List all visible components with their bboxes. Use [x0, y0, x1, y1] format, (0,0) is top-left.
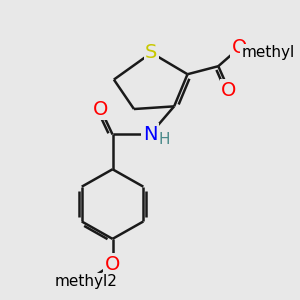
- Text: S: S: [145, 43, 158, 62]
- Text: O: O: [232, 38, 248, 57]
- Text: methyl2: methyl2: [54, 274, 117, 289]
- Text: H: H: [158, 132, 170, 147]
- Text: O: O: [221, 81, 237, 100]
- Text: O: O: [93, 100, 108, 118]
- Text: O: O: [105, 255, 120, 274]
- Text: N: N: [143, 125, 157, 144]
- Text: methyl: methyl: [241, 45, 294, 60]
